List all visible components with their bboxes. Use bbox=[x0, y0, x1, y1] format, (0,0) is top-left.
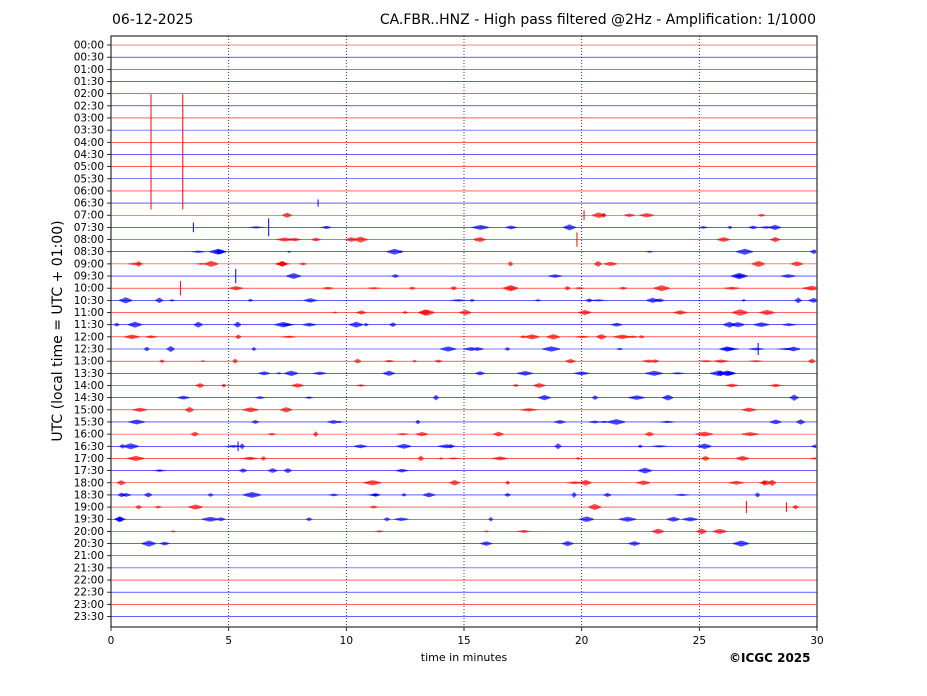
trace-noise-1130 bbox=[113, 321, 797, 328]
y-tick-label: 20:30 bbox=[74, 538, 104, 550]
y-tick-label: 10:30 bbox=[74, 295, 104, 307]
y-tick-label: 18:30 bbox=[74, 489, 104, 501]
y-tick-label: 19:30 bbox=[74, 514, 104, 526]
y-tick-label: 06:30 bbox=[74, 198, 104, 210]
y-tick-label: 14:00 bbox=[74, 380, 104, 392]
y-tick-label: 04:00 bbox=[74, 137, 104, 149]
trace-noise-0700 bbox=[282, 212, 766, 218]
y-tick-label: 09:00 bbox=[74, 258, 104, 270]
plot-frame bbox=[110, 35, 818, 628]
trace-noise-1400 bbox=[195, 383, 782, 388]
trace-noise-1200 bbox=[123, 334, 645, 340]
trace-noise-1700 bbox=[127, 455, 816, 462]
y-tick-label: 15:30 bbox=[74, 416, 104, 428]
trace-noise-1930 bbox=[114, 516, 698, 523]
y-tick-label: 16:00 bbox=[74, 429, 104, 441]
trace-noise-0930 bbox=[286, 272, 796, 280]
y-tick-label: 00:30 bbox=[74, 52, 104, 64]
y-tick-label: 09:30 bbox=[74, 271, 104, 283]
x-axis-label: time in minutes bbox=[420, 651, 508, 664]
trace-noise-1800 bbox=[116, 479, 776, 486]
x-tick-label: 25 bbox=[693, 635, 706, 647]
y-tick-label: 12:30 bbox=[74, 344, 104, 356]
date-label: 06-12-2025 bbox=[112, 12, 194, 28]
copyright-label: ©ICGC 2025 bbox=[729, 651, 811, 665]
y-tick-label: 08:00 bbox=[74, 234, 104, 246]
trace-noise-1230 bbox=[143, 346, 800, 352]
trace-noise-1300 bbox=[159, 358, 815, 364]
y-tick-label: 01:00 bbox=[74, 64, 104, 76]
trace-noise-1030 bbox=[119, 297, 817, 304]
trace-noise-1600 bbox=[190, 431, 759, 437]
trace-noise-1730 bbox=[153, 467, 652, 474]
y-tick-label: 15:00 bbox=[74, 404, 104, 416]
y-tick-label: 16:30 bbox=[74, 441, 104, 453]
trace-noise-1530 bbox=[128, 419, 805, 425]
trace-noise-1430 bbox=[176, 394, 799, 401]
trace-noise-1900 bbox=[135, 504, 799, 511]
chart-title: CA.FBR..HNZ - High pass filtered @2Hz - … bbox=[379, 12, 816, 28]
y-tick-label: 02:00 bbox=[74, 88, 104, 100]
y-tick-label: 03:00 bbox=[74, 112, 104, 124]
trace-noise-1500 bbox=[132, 407, 757, 413]
trace-noise-1330 bbox=[257, 370, 736, 377]
y-tick-label: 22:30 bbox=[74, 587, 104, 599]
trace-noise-1100 bbox=[332, 309, 775, 316]
y-tick-label: 22:00 bbox=[74, 575, 104, 587]
y-tick-label: 10:00 bbox=[74, 283, 104, 295]
x-tick-label: 30 bbox=[810, 635, 823, 647]
y-tick-label: 13:00 bbox=[74, 356, 104, 368]
y-tick-label: 12:00 bbox=[74, 331, 104, 343]
y-tick-label: 23:30 bbox=[74, 611, 104, 623]
trace-noise-0800 bbox=[275, 236, 781, 243]
y-tick-label: 20:00 bbox=[74, 526, 104, 538]
y-tick-label: 03:30 bbox=[74, 125, 104, 137]
trace-noise-2030 bbox=[141, 540, 749, 547]
x-tick-label: 5 bbox=[225, 635, 232, 647]
y-tick-label: 17:30 bbox=[74, 465, 104, 477]
trace-noise-0730 bbox=[247, 224, 781, 231]
y-tick-label: 23:00 bbox=[74, 599, 104, 611]
y-tick-label: 11:00 bbox=[74, 307, 104, 319]
trace-noise-2000 bbox=[169, 528, 727, 535]
y-tick-label: 17:00 bbox=[74, 453, 104, 465]
y-tick-label: 08:30 bbox=[74, 246, 104, 258]
y-tick-label: 13:30 bbox=[74, 368, 104, 380]
y-tick-label: 21:30 bbox=[74, 562, 104, 574]
y-tick-label: 18:00 bbox=[74, 477, 104, 489]
x-tick-label: 15 bbox=[457, 635, 470, 647]
y-tick-label: 01:30 bbox=[74, 76, 104, 88]
y-tick-label: 00:00 bbox=[74, 40, 104, 52]
trace-noise-0830 bbox=[190, 248, 816, 255]
y-tick-label: 06:00 bbox=[74, 185, 104, 197]
y-tick-label: 21:00 bbox=[74, 550, 104, 562]
y-tick-label: 07:00 bbox=[74, 210, 104, 222]
y-tick-label: 19:00 bbox=[74, 502, 104, 514]
y-tick-label: 05:30 bbox=[74, 173, 104, 185]
y-tick-label: 05:00 bbox=[74, 161, 104, 173]
y-tick-label: 04:30 bbox=[74, 149, 104, 161]
y-tick-label: 11:30 bbox=[74, 319, 104, 331]
trace-noise-1000 bbox=[228, 285, 817, 292]
trace-noise-0900 bbox=[127, 261, 803, 267]
y-tick-label: 14:30 bbox=[74, 392, 104, 404]
x-tick-label: 0 bbox=[108, 635, 115, 647]
y-tick-label: 07:30 bbox=[74, 222, 104, 234]
y-tick-label: 02:30 bbox=[74, 100, 104, 112]
x-tick-label: 20 bbox=[575, 635, 588, 647]
x-tick-label: 10 bbox=[340, 635, 353, 647]
trace-noise-1630 bbox=[119, 443, 817, 450]
trace-noise-1830 bbox=[117, 492, 760, 498]
